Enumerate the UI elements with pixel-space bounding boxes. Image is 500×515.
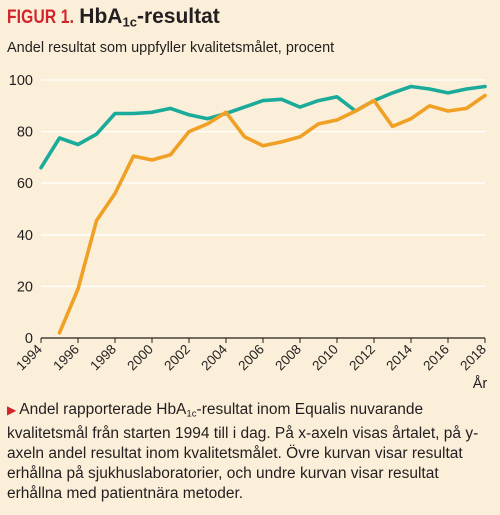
x-tick-label: 1998 bbox=[87, 342, 119, 374]
x-tick-label: 2010 bbox=[309, 342, 341, 374]
x-tick-label: 1996 bbox=[50, 342, 82, 374]
figure-label: FIGUR 1. bbox=[7, 7, 75, 28]
y-tick-label: 40 bbox=[17, 228, 33, 244]
chart-title: HbA1c-resultat bbox=[79, 5, 220, 30]
series-lines bbox=[39, 84, 487, 335]
chart-title-subscript: 1c bbox=[122, 14, 137, 30]
x-tick-label: 2012 bbox=[346, 342, 378, 374]
y-tick-label: 20 bbox=[17, 279, 33, 295]
caption-text: Andel rapporterade HbA1c-resultat inom E… bbox=[7, 401, 478, 502]
y-tick-label: 0 bbox=[25, 331, 33, 347]
series-line-2 bbox=[57, 93, 487, 335]
chart-title-main: HbA bbox=[79, 5, 123, 28]
x-axis-label: År bbox=[473, 375, 488, 392]
x-tick-label: 2006 bbox=[235, 342, 267, 374]
chart-title-suffix: -resultat bbox=[136, 5, 220, 28]
caption-text-end: -resultat inom Equalis nuvarande kvalite… bbox=[7, 401, 479, 503]
figure-header: FIGUR 1. HbA1c-resultat bbox=[7, 5, 220, 29]
y-tick-label: 80 bbox=[17, 125, 33, 141]
caption-subscript: 1c bbox=[186, 408, 197, 420]
y-tick-label: 100 bbox=[9, 73, 33, 89]
chart-subtitle: Andel resultat som uppfyller kvalitetsmå… bbox=[7, 40, 335, 56]
x-tick-label: 2000 bbox=[124, 342, 156, 374]
series-line-1 bbox=[39, 84, 487, 170]
x-tick-label: 2014 bbox=[383, 341, 415, 373]
figure-caption: ▶ Andel rapporterade HbA1c-resultat inom … bbox=[7, 400, 493, 504]
gridlines bbox=[41, 79, 485, 339]
y-tick-label: 60 bbox=[17, 176, 33, 192]
x-axis-ticks: 1994 1996 1998 2000 2002 2004 2006 2008 2010 2012… bbox=[13, 338, 489, 373]
x-tick-label: 2016 bbox=[420, 342, 452, 374]
y-axis-ticks: 0 20 40 60 80 100 bbox=[9, 73, 33, 347]
caption-arrow-icon: ▶ bbox=[7, 403, 17, 417]
x-tick-label: 2018 bbox=[457, 342, 489, 374]
caption-text-start: Andel rapporterade HbA bbox=[19, 401, 187, 418]
x-tick-label: 2002 bbox=[161, 342, 193, 374]
x-tick-label: 2008 bbox=[272, 342, 304, 374]
x-tick-label: 1994 bbox=[13, 341, 45, 373]
x-tick-label: 2004 bbox=[198, 341, 230, 373]
